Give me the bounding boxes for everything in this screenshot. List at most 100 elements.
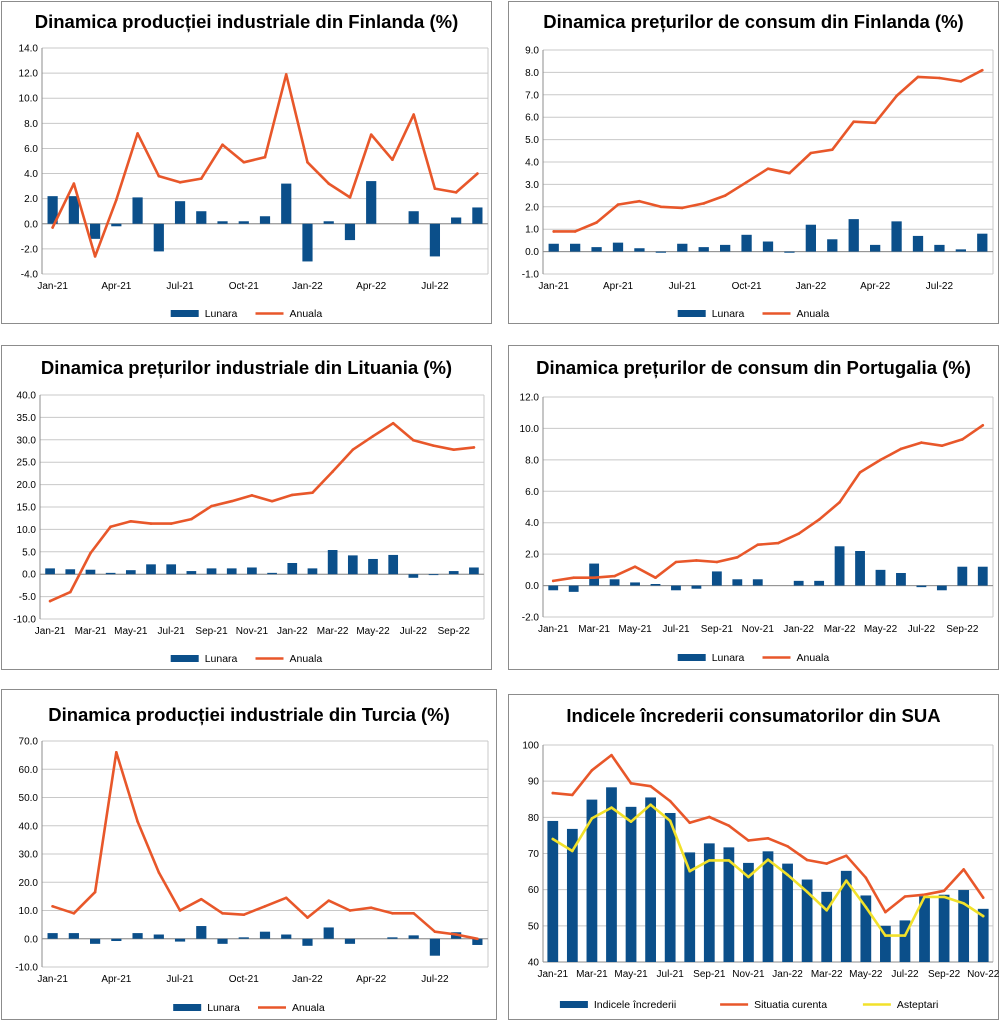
point bbox=[961, 438, 964, 441]
x-tick-label: Nov-21 bbox=[236, 626, 269, 637]
point bbox=[454, 191, 458, 194]
bar bbox=[821, 891, 833, 962]
point bbox=[391, 912, 394, 915]
point bbox=[884, 934, 887, 937]
y-tick-label: 12.0 bbox=[520, 393, 540, 404]
x-tick-label: May-22 bbox=[849, 969, 883, 980]
y-tick-label: 7.0 bbox=[525, 90, 539, 101]
point bbox=[51, 904, 54, 908]
legend-item-anuala: Anuala bbox=[258, 1002, 325, 1014]
point bbox=[129, 520, 133, 523]
x-tick-label: May-22 bbox=[864, 624, 898, 635]
bar bbox=[65, 569, 76, 575]
x-tick-label: Jan-22 bbox=[292, 281, 323, 292]
y-axis-ticks: -1.0 0.0 1.0 2.0 3.0 4.0 5.0 6.0 7.0 8.0 9.0 bbox=[522, 46, 540, 281]
point bbox=[715, 560, 719, 564]
x-tick-label: Apr-21 bbox=[101, 281, 131, 292]
bar bbox=[834, 546, 845, 586]
point bbox=[263, 904, 267, 908]
bar bbox=[955, 249, 966, 252]
x-tick-label: Jul-22 bbox=[421, 281, 449, 292]
point bbox=[940, 444, 944, 448]
point bbox=[786, 873, 789, 877]
bar bbox=[762, 241, 774, 252]
series-anuala bbox=[48, 421, 476, 603]
bar bbox=[630, 582, 640, 586]
x-tick-label: Jul-22 bbox=[421, 974, 449, 985]
x-tick-label: May-21 bbox=[114, 626, 148, 637]
bar bbox=[698, 247, 709, 252]
x-axis-ticks: Jan-21 Mar-21 May-21 Jul-21 Sep-21 Nov-21 Jan-… bbox=[537, 969, 999, 980]
bar bbox=[125, 570, 136, 575]
x-tick-label: Jul-21 bbox=[669, 281, 697, 292]
bar bbox=[429, 938, 441, 956]
point bbox=[476, 172, 479, 175]
y-tick-label: 9.0 bbox=[525, 46, 539, 57]
point bbox=[938, 76, 941, 80]
bar bbox=[899, 920, 911, 962]
bar bbox=[259, 216, 271, 224]
point bbox=[852, 120, 856, 123]
point bbox=[695, 559, 698, 562]
point bbox=[157, 174, 161, 178]
bar bbox=[919, 896, 930, 962]
point bbox=[551, 791, 555, 795]
y-tick-label: 3.0 bbox=[525, 180, 539, 191]
bar bbox=[848, 219, 859, 252]
x-tick-label: Jul-21 bbox=[166, 974, 194, 985]
bar bbox=[591, 247, 602, 252]
bar bbox=[684, 852, 696, 962]
legend-item-asteptari: Asteptari bbox=[862, 999, 938, 1011]
y-tick-label: 0.0 bbox=[24, 219, 38, 230]
x-tick-label: May-21 bbox=[618, 624, 652, 635]
y-tick-label: 0.0 bbox=[24, 934, 38, 945]
bar bbox=[586, 799, 598, 962]
x-tick-label: Jul-21 bbox=[166, 281, 194, 292]
y-tick-label: 8.0 bbox=[525, 68, 539, 79]
point bbox=[844, 854, 848, 857]
legend-label: Lunara bbox=[712, 308, 745, 320]
point bbox=[610, 806, 613, 809]
bar bbox=[259, 931, 271, 939]
point bbox=[736, 555, 739, 559]
bar bbox=[105, 572, 116, 575]
x-tick-label: Oct-21 bbox=[732, 281, 762, 292]
chart-title: Dinamica prețurilor de consum din Portug… bbox=[536, 357, 971, 378]
legend-label: Anuala bbox=[292, 1002, 325, 1014]
bar bbox=[936, 585, 947, 591]
point bbox=[572, 576, 575, 580]
point bbox=[873, 121, 877, 125]
point bbox=[250, 494, 254, 497]
chart-svg-us-consumer-confidence: 40 50 60 70 80 90 100 Jan-21 Mar-21 May-21 Jul-21 S… bbox=[522, 741, 999, 1012]
point bbox=[109, 525, 112, 529]
point bbox=[805, 858, 809, 862]
point bbox=[263, 155, 267, 159]
point bbox=[838, 500, 841, 504]
y-tick-label: 80 bbox=[528, 813, 540, 824]
bar bbox=[368, 558, 378, 575]
bar bbox=[186, 571, 197, 575]
y-tick-label: 60 bbox=[528, 885, 540, 896]
point bbox=[895, 94, 898, 98]
bar bbox=[89, 938, 101, 944]
point bbox=[571, 849, 574, 853]
bar bbox=[226, 568, 237, 575]
bar bbox=[68, 196, 79, 224]
bar bbox=[217, 221, 228, 224]
bar bbox=[408, 574, 419, 578]
bar bbox=[323, 221, 334, 224]
point bbox=[290, 493, 294, 497]
legend: Lunara Anuala bbox=[170, 653, 322, 665]
series-lunara bbox=[45, 550, 479, 578]
legend: Lunara Anuala bbox=[173, 1002, 325, 1014]
chart-panel-finland-industrial-production: Dinamica producției industriale din Finl… bbox=[1, 1, 492, 324]
point bbox=[476, 937, 479, 941]
point bbox=[412, 912, 415, 915]
legend-label: Anuala bbox=[797, 308, 830, 320]
legend-swatch bbox=[170, 655, 199, 662]
legend-label: Anuala bbox=[797, 652, 830, 664]
x-tick-label: Jan-22 bbox=[772, 969, 803, 980]
point bbox=[115, 198, 118, 202]
point bbox=[766, 167, 770, 171]
point bbox=[616, 203, 620, 206]
